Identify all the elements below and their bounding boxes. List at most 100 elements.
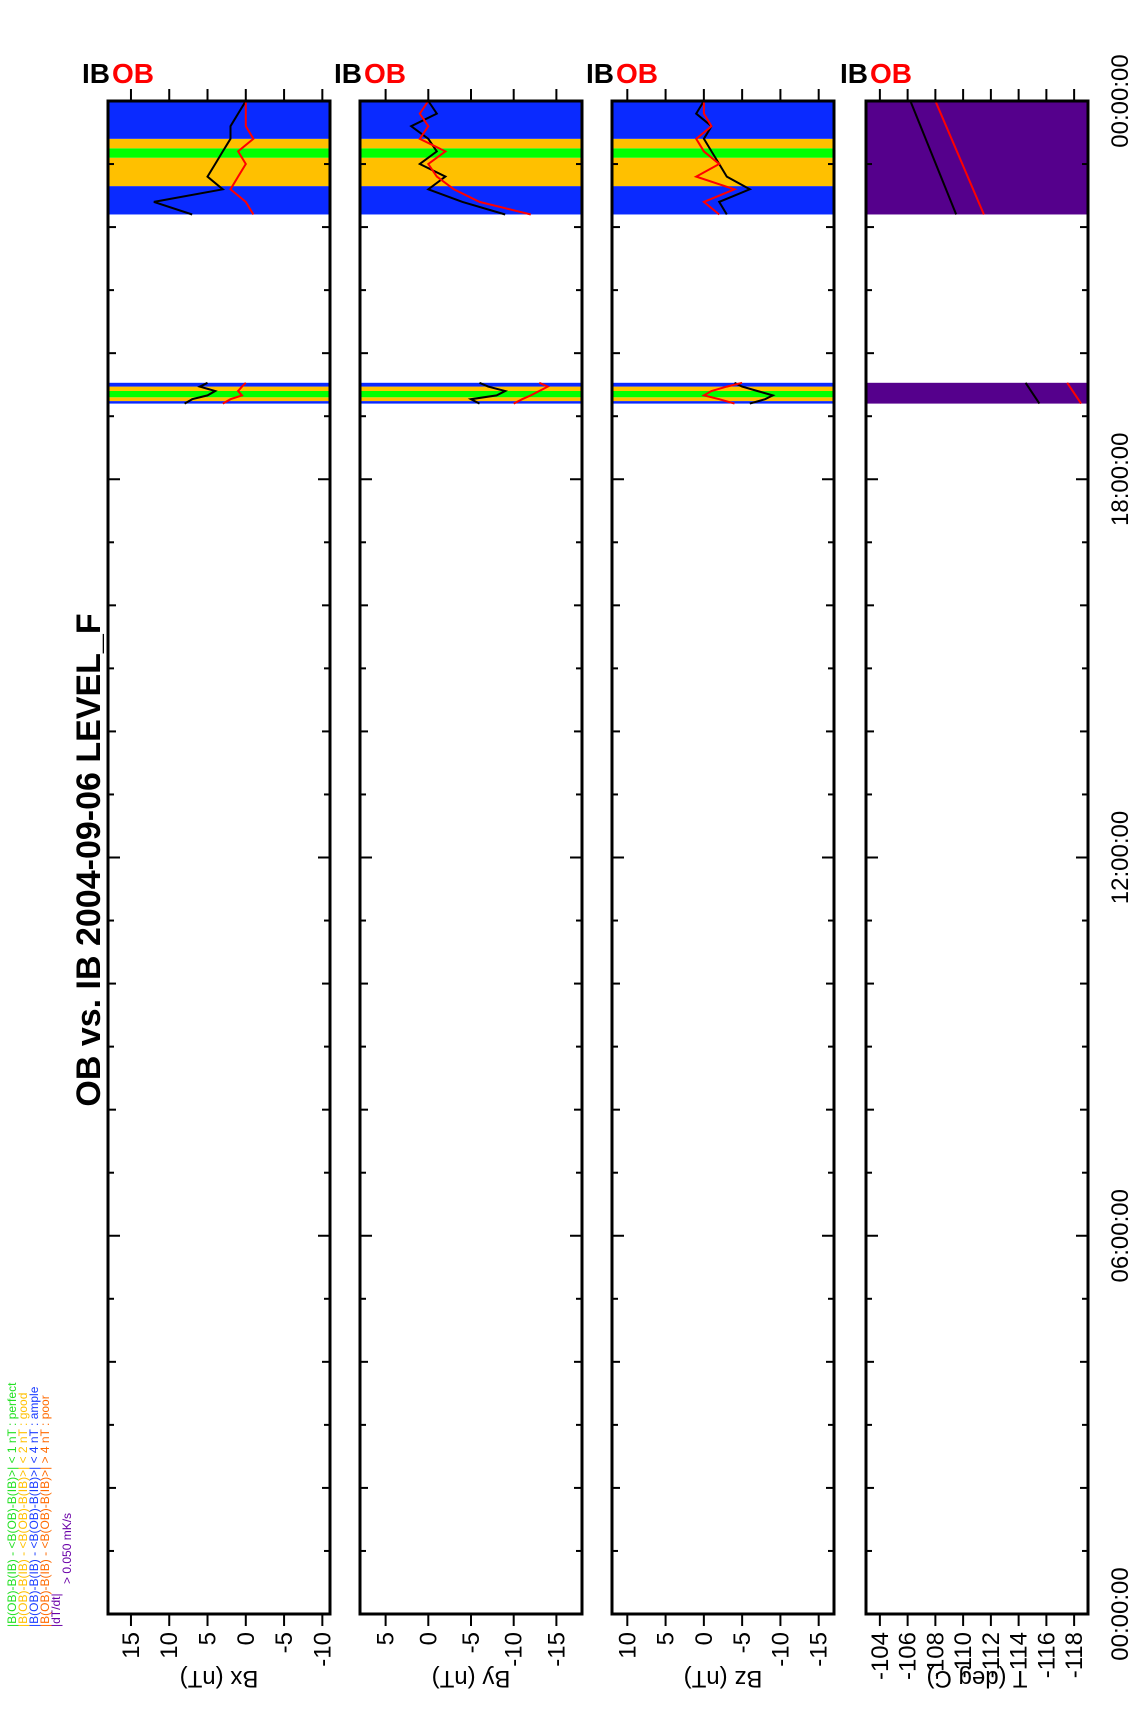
ob-line <box>418 100 532 216</box>
y-tick-label: 0 <box>415 1632 442 1645</box>
y-tick-label: -104 <box>867 1632 894 1680</box>
ob-label: OB <box>870 58 912 89</box>
y-tick-label: 5 <box>373 1632 400 1645</box>
ob-label: OB <box>112 58 154 89</box>
y-axis-label: By (nT) <box>432 1665 511 1692</box>
ob-label: OB <box>364 58 406 89</box>
y-tick-label: -110 <box>950 1632 977 1678</box>
quality-band-ample <box>108 186 330 215</box>
ob-line <box>934 100 985 215</box>
quality-band-ample <box>360 186 582 215</box>
y-tick-label: -108 <box>922 1632 949 1680</box>
quality-band-perfect <box>108 148 330 158</box>
quality-band-good <box>108 386 330 391</box>
y-tick-label: 10 <box>614 1632 641 1659</box>
ob-line <box>1066 382 1082 405</box>
y-tick-label: -5 <box>458 1632 485 1653</box>
ib-label: IB <box>840 58 868 89</box>
quality-band-ample <box>360 382 582 387</box>
y-tick-label: -10 <box>501 1632 528 1667</box>
quality-band-ample <box>612 100 834 139</box>
ib-label: IB <box>82 58 110 89</box>
quality-band-ample <box>360 100 582 139</box>
quality-band-good <box>360 157 582 187</box>
quality-band-ample <box>108 401 330 404</box>
legend-entry: |B(OB)-B(IB) - <B(OB)-B(IB)>| < 4 nT : a… <box>27 1386 41 1627</box>
quality-band-ample <box>360 401 582 404</box>
y-tick-label: -114 <box>1006 1632 1033 1678</box>
y-tick-label: -106 <box>895 1632 922 1680</box>
ob-line <box>693 101 738 216</box>
y-tick-label: -15 <box>543 1632 570 1667</box>
ib-label: IB <box>334 58 362 89</box>
panel-t: -104 -106 -108 -110 -112 -114 -116 -118 T (deg C… <box>840 58 1090 1692</box>
y-tick-label: -112 <box>978 1632 1005 1678</box>
ib-line <box>153 100 247 216</box>
quality-band-good <box>612 138 834 149</box>
quality-band-dTdt <box>866 382 1088 404</box>
quality-band-good <box>360 138 582 149</box>
chart-title: OB vs. IB 2004-09-06 LEVEL_F <box>70 613 108 1106</box>
y-tick-label: 0 <box>691 1632 718 1645</box>
x-tick-label: 18:00:00 <box>1107 433 1134 526</box>
x-tick-label: 12:00:00 <box>1107 811 1134 904</box>
legend-entry: |B(OB)-B(IB) - <B(OB)-B(IB)>| < 1 nT : p… <box>5 1382 19 1627</box>
legend-entry: |B(OB)-B(IB) - <B(OB)-B(IB)>| < 2 nT : g… <box>16 1393 30 1627</box>
y-tick-label: 5 <box>653 1632 680 1645</box>
y-tick-label: -10 <box>767 1632 794 1667</box>
quality-band-perfect <box>360 390 582 398</box>
ob-line <box>229 101 255 216</box>
panel-frame <box>864 99 1090 1616</box>
quality-band-ample <box>612 382 834 387</box>
y-tick-label: -5 <box>271 1632 298 1653</box>
ob-line <box>701 381 743 405</box>
y-tick-label: -5 <box>729 1632 756 1653</box>
y-tick-label: -116 <box>1033 1632 1060 1678</box>
ib-line <box>1024 382 1041 405</box>
y-tick-label: 15 <box>118 1632 145 1659</box>
y-tick-label: -15 <box>806 1632 833 1667</box>
ib-line <box>734 381 776 405</box>
legend: |B(OB)-B(IB) - <B(OB)-B(IB)>| < 1 nT : p… <box>5 1382 74 1627</box>
y-axis-label: Bx (nT) <box>180 1665 259 1692</box>
quality-band-good <box>108 157 330 187</box>
ob-line <box>222 382 247 405</box>
ob-label: OB <box>616 58 658 89</box>
ib-line <box>184 381 218 405</box>
quality-band-good <box>360 386 582 391</box>
x-tick-label: 06:00:00 <box>1107 1189 1134 1282</box>
y-axis-label: T (deg C) <box>927 1665 1028 1692</box>
y-tick-label: 0 <box>233 1632 260 1645</box>
quality-band-ample <box>108 100 330 139</box>
quality-band-perfect <box>360 148 582 158</box>
y-axis-label: Bz (nT) <box>684 1665 763 1692</box>
quality-band-good <box>108 397 330 402</box>
quality-band-good <box>108 138 330 149</box>
legend-entry: > 0.050 mK/s <box>60 1513 74 1584</box>
ob-line <box>513 381 551 405</box>
legend-entry: |B(OB)-B(IB) - <B(OB)-B(IB)>| > 4 nT : p… <box>38 1395 52 1627</box>
x-axis: 00:00:00 06:00:00 12:00:00 18:00:00 00:00:00 <box>1107 54 1134 1660</box>
quality-band-ample <box>108 382 330 387</box>
legend-entry: |dT/dt| <box>49 1593 63 1627</box>
panel-frame <box>106 99 332 1616</box>
ib-line <box>467 381 509 405</box>
ib-line <box>694 100 753 216</box>
y-tick-label: -118 <box>1061 1632 1088 1678</box>
quality-band-good <box>612 397 834 402</box>
quality-band-perfect <box>612 148 834 158</box>
y-tick-label: 10 <box>156 1632 183 1659</box>
ib-label: IB <box>586 58 614 89</box>
panel-frame <box>358 99 584 1616</box>
y-tick-label: -10 <box>309 1632 336 1667</box>
y-tick-label: 5 <box>195 1632 222 1645</box>
ib-line <box>909 100 958 215</box>
panel-frame <box>610 99 836 1616</box>
quality-band-ample <box>612 401 834 404</box>
x-tick-label: 00:00:00 <box>1107 1567 1134 1660</box>
